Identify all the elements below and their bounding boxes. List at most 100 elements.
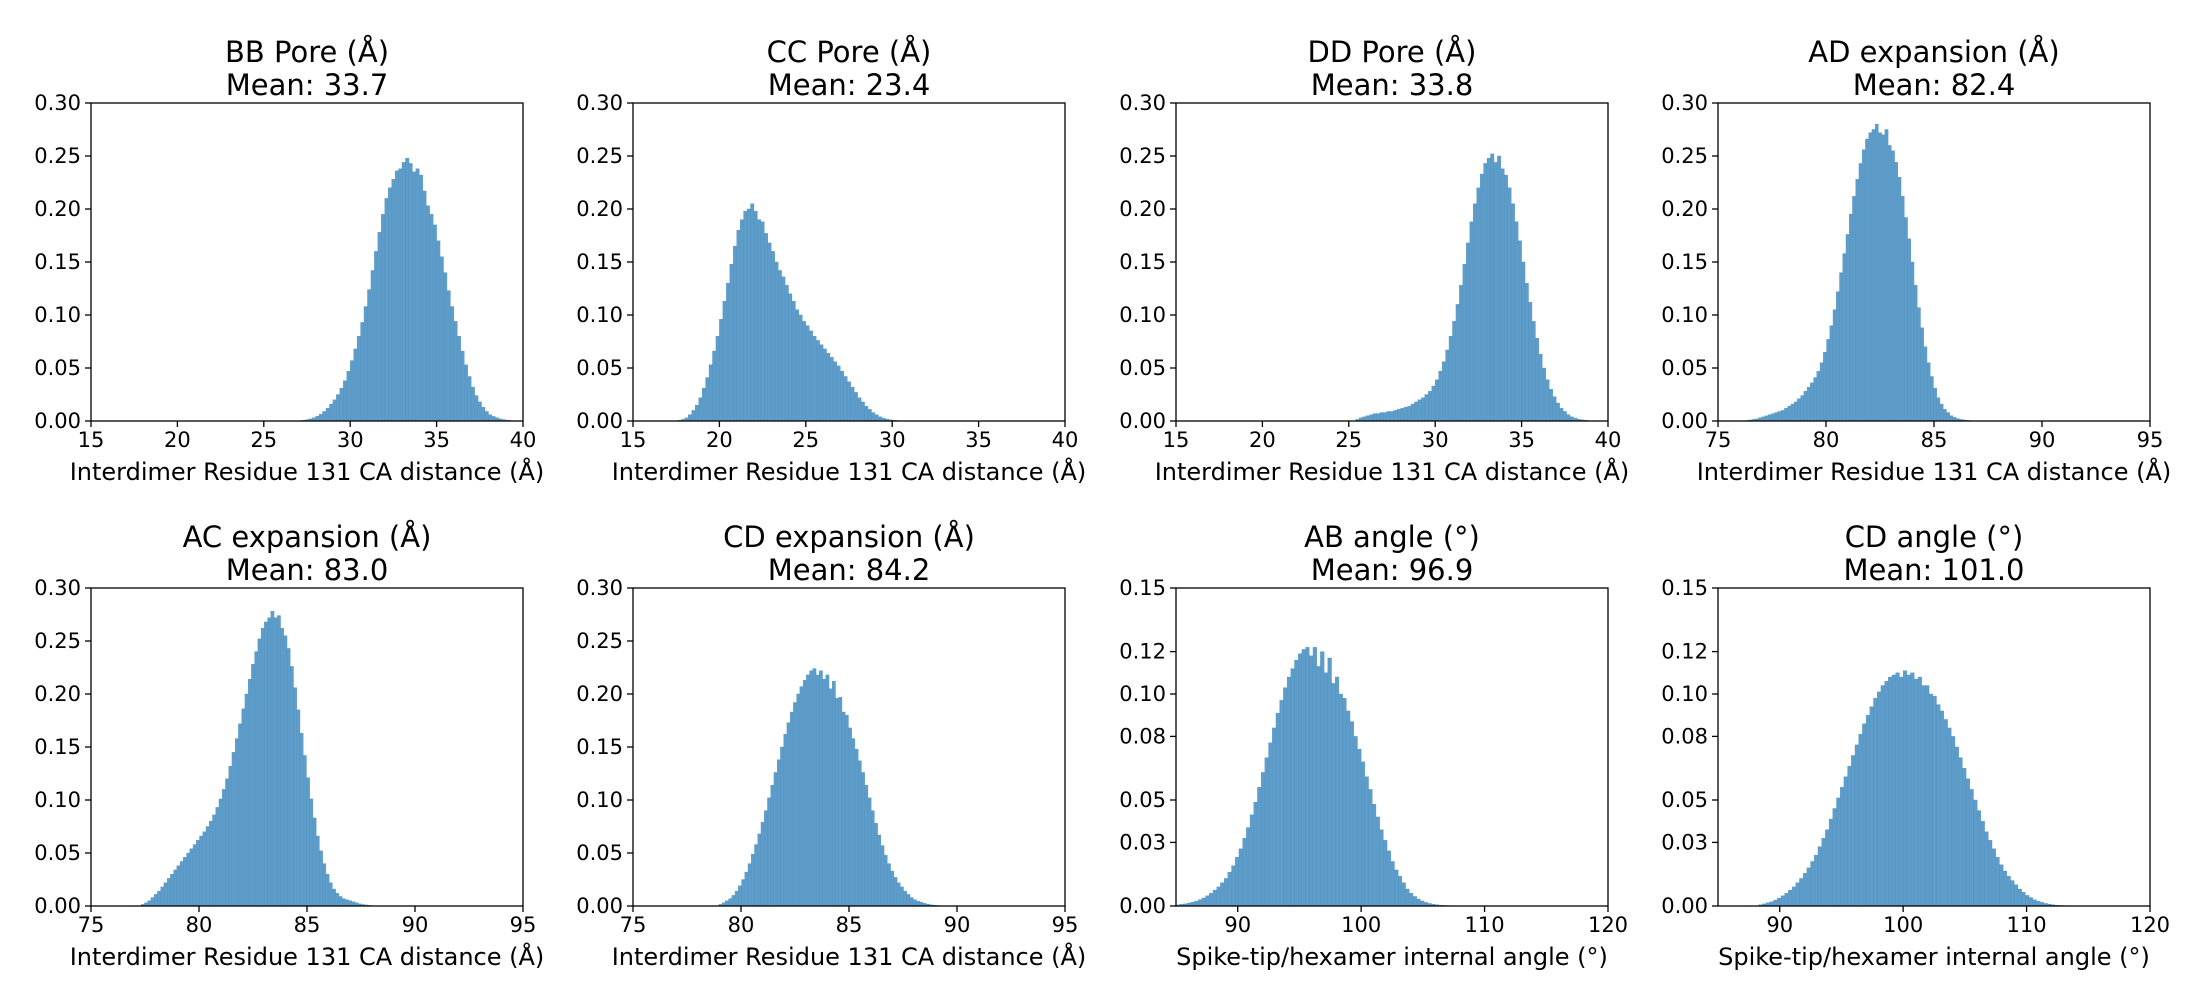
subplot-title: CC Pore (Å) [767,35,932,69]
x-tick-label: 85 [294,913,321,937]
histogram-bar [833,361,838,422]
histogram-bar [822,348,827,422]
y-tick-label: 0.00 [34,894,81,918]
histogram-bars [294,157,513,422]
histogram-bar [726,283,730,422]
y-tick-label: 0.05 [34,841,81,865]
histogram-bar [793,702,797,907]
y-tick-label: 0.12 [1119,640,1166,664]
histogram-bar [1917,307,1921,422]
y-tick-label: 0.00 [1661,409,1708,433]
histogram-bar [1907,238,1911,422]
histogram-bar [346,371,351,422]
histogram-bar [1965,778,1970,907]
y-tick-label: 0.20 [576,682,623,706]
histogram-bar [753,210,758,422]
histogram-bar [1566,414,1571,422]
histogram-bar [819,670,823,907]
histogram-bar [1880,685,1885,907]
histogram-bar [1223,878,1229,907]
subplot-8: CD angle (°)Mean: 101.0 90 100 110 120 0.00 0.… [1661,520,2170,971]
histogram-bar [1275,712,1280,907]
histogram-bar [439,256,444,422]
histogram-bar [1424,394,1429,422]
histogram-bar [422,190,427,422]
y-tick-label: 0.15 [34,735,81,759]
histogram-bar [209,821,213,907]
histogram-bar [325,874,330,907]
x-axis-label: Spike-tip/hexamer internal angle (°) [1718,943,2150,971]
histogram-bar [196,840,200,907]
x-tick-label: 95 [510,913,537,937]
histogram-bar [1855,179,1860,422]
histogram-bar [890,870,894,907]
y-tick-label: 0.25 [34,144,81,168]
histogram-bar [1814,854,1819,907]
histogram-bar [1235,857,1240,907]
histogram-bar [1914,678,1919,907]
histogram-bar [1364,776,1369,907]
histogram-bar [429,214,434,422]
histogram-bar [374,251,379,422]
histogram-bar [825,674,830,907]
histogram-bar [1555,402,1560,422]
histogram-bar [280,628,284,907]
histogram-bar [163,882,168,907]
histogram-bar [701,387,706,422]
histogram-bar [1283,687,1288,907]
subplot-mean-label: Mean: 33.8 [1311,68,1474,102]
histogram-bar [913,899,917,907]
histogram-bar [1936,704,1941,907]
histogram-bar [1272,727,1277,907]
histogram-bar [784,285,789,422]
histogram-bar [332,888,336,907]
histogram-bar [1400,408,1405,422]
histogram-bar [764,810,768,907]
histogram-bar [1888,676,1893,907]
subplot-1: BB Pore (Å)Mean: 33.7 15 20 25 30 35 40 0.00 0.0… [34,35,544,486]
histogram-bar [391,179,396,422]
y-tick-label: 0.05 [1661,788,1708,812]
histogram-bar [1787,405,1792,422]
histogram-bar [341,898,346,907]
histogram-bar [367,289,372,422]
histogram-bar [822,678,826,907]
y-tick-label: 0.00 [1661,894,1708,918]
histogram-bar [812,336,817,422]
histogram-bar [1216,886,1221,907]
histogram-bar [1417,399,1422,422]
x-tick-label: 20 [164,428,191,452]
histogram-bar [332,399,337,422]
histogram-bar [829,357,834,422]
histogram-bar [783,734,788,907]
histogram-bar [1379,829,1384,907]
histogram-bars [1355,153,1595,422]
histogram-bar [883,854,888,907]
histogram-bar [867,797,872,907]
histogram-bar [799,686,804,907]
y-tick-label: 0.00 [1119,894,1166,918]
histogram-bar [1900,196,1905,422]
histogram-bar [1810,382,1814,422]
histogram-bar [854,748,859,907]
histogram-bar [290,666,294,907]
histogram-bar [806,674,810,907]
histogram-bar [860,401,865,422]
histogram-bar [870,810,875,907]
histogram-bar [318,413,323,422]
histogram-bars [141,611,375,907]
y-tick-label: 0.15 [1119,250,1166,274]
x-tick-label: 40 [510,428,537,452]
histogram-bar [1836,291,1840,422]
histogram-bar [299,733,304,907]
histogram-bar [1784,893,1789,907]
histogram-bar [770,784,775,907]
histogram-bar [1823,351,1827,422]
histogram-bar [750,203,755,422]
histogram-bar [1946,412,1950,422]
histogram-bar [1943,409,1947,422]
histogram-bar [1894,162,1898,422]
histogram-bar [874,823,878,907]
histogram-bar [845,715,849,907]
